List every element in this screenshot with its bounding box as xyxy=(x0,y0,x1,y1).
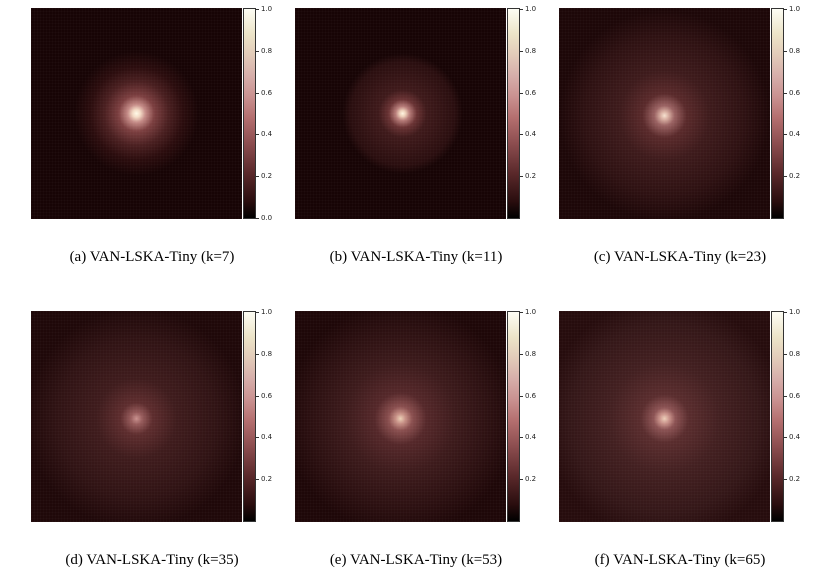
colorbar-tick xyxy=(783,396,787,397)
colorbar-b xyxy=(507,8,520,219)
colorbar-tick xyxy=(519,93,523,94)
colorbar-c xyxy=(771,8,784,219)
colorbar-tick xyxy=(783,51,787,52)
colorbar-tick xyxy=(783,9,787,10)
colorbar-tick xyxy=(783,479,787,480)
colorbar-tick-label: 0.6 xyxy=(525,89,537,97)
colorbar-tick xyxy=(255,9,259,10)
colorbar-tick-label: 1.0 xyxy=(261,308,273,316)
colorbar-tick-label: 0.6 xyxy=(789,392,801,400)
colorbar-tick-label: 0.4 xyxy=(525,130,537,138)
colorbar-tick-label: 1.0 xyxy=(261,5,273,13)
colorbar-tick xyxy=(783,354,787,355)
colorbar-tick xyxy=(783,93,787,94)
colorbar-tick xyxy=(255,354,259,355)
colorbar-tick xyxy=(255,479,259,480)
colorbar-tick-label: 0.6 xyxy=(261,392,273,400)
colorbar-tick-label: 0.8 xyxy=(525,47,537,55)
caption-c: (c) VAN-LSKA-Tiny (k=23) xyxy=(593,249,767,265)
colorbar-tick-label: 0.2 xyxy=(525,475,537,483)
colorbar-tick-label: 0.2 xyxy=(525,172,537,180)
colorbar-tick-label: 0.8 xyxy=(789,47,801,55)
colorbar-tick-label: 0.0 xyxy=(261,214,273,222)
colorbar-tick xyxy=(255,218,259,219)
colorbar-tick-label: 0.4 xyxy=(261,433,273,441)
colorbar-tick xyxy=(783,312,787,313)
colorbar-tick-label: 0.4 xyxy=(789,433,801,441)
caption-a: (a) VAN-LSKA-Tiny (k=7) xyxy=(69,249,235,265)
colorbar-tick xyxy=(519,9,523,10)
caption-e: (e) VAN-LSKA-Tiny (k=53) xyxy=(329,552,503,568)
colorbar-tick xyxy=(519,354,523,355)
colorbar-tick xyxy=(519,312,523,313)
colorbar-tick xyxy=(519,437,523,438)
colorbar-e xyxy=(507,311,520,522)
colorbar-tick-label: 1.0 xyxy=(525,308,537,316)
colorbar-tick xyxy=(783,176,787,177)
caption-f: (f) VAN-LSKA-Tiny (k=65) xyxy=(594,552,766,568)
colorbar-tick xyxy=(255,312,259,313)
colorbar-a xyxy=(243,8,256,219)
colorbar-tick xyxy=(255,396,259,397)
colorbar-tick xyxy=(519,51,523,52)
erf-heatmap-c xyxy=(559,8,770,219)
colorbar-tick xyxy=(783,437,787,438)
colorbar-tick xyxy=(255,437,259,438)
colorbar-tick-label: 1.0 xyxy=(789,5,801,13)
colorbar-tick xyxy=(783,134,787,135)
colorbar-tick xyxy=(519,479,523,480)
colorbar-tick-label: 0.6 xyxy=(525,392,537,400)
colorbar-tick-label: 0.6 xyxy=(789,89,801,97)
erf-heatmap-b xyxy=(295,8,506,219)
colorbar-tick-label: 0.2 xyxy=(261,475,273,483)
colorbar-tick-label: 0.2 xyxy=(261,172,273,180)
erf-heatmap-f xyxy=(559,311,770,522)
colorbar-tick-label: 0.8 xyxy=(525,350,537,358)
erf-heatmap-d xyxy=(31,311,242,522)
colorbar-tick xyxy=(255,176,259,177)
colorbar-tick-label: 0.2 xyxy=(789,172,801,180)
colorbar-tick-label: 0.6 xyxy=(261,89,273,97)
colorbar-tick xyxy=(255,51,259,52)
caption-b: (b) VAN-LSKA-Tiny (k=11) xyxy=(329,249,503,265)
colorbar-tick-label: 0.4 xyxy=(789,130,801,138)
erf-heatmap-e xyxy=(295,311,506,522)
colorbar-tick xyxy=(519,134,523,135)
caption-d: (d) VAN-LSKA-Tiny (k=35) xyxy=(65,552,239,568)
colorbar-tick-label: 0.2 xyxy=(789,475,801,483)
colorbar-d xyxy=(243,311,256,522)
colorbar-tick-label: 0.4 xyxy=(261,130,273,138)
colorbar-tick-label: 0.8 xyxy=(261,47,273,55)
colorbar-tick-label: 0.8 xyxy=(789,350,801,358)
colorbar-tick xyxy=(519,396,523,397)
colorbar-tick-label: 1.0 xyxy=(789,308,801,316)
colorbar-tick-label: 1.0 xyxy=(525,5,537,13)
colorbar-tick-label: 0.4 xyxy=(525,433,537,441)
erf-heatmap-a xyxy=(31,8,242,219)
colorbar-tick xyxy=(255,134,259,135)
colorbar-tick xyxy=(255,93,259,94)
colorbar-tick-label: 0.8 xyxy=(261,350,273,358)
colorbar-f xyxy=(771,311,784,522)
colorbar-tick xyxy=(519,176,523,177)
